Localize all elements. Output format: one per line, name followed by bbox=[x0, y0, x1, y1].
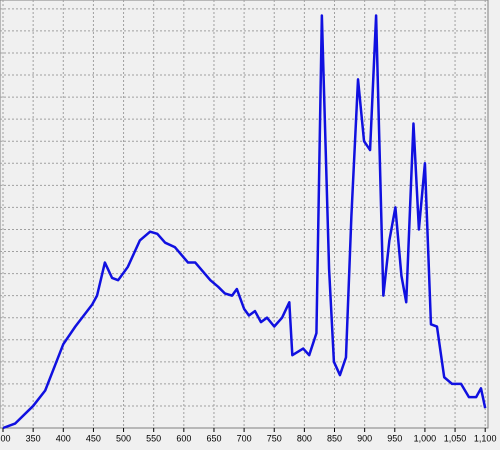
spectrum-line bbox=[2, 14, 487, 430]
x-tick-label: 650 bbox=[206, 433, 221, 443]
x-tick-label: 1,050 bbox=[444, 433, 467, 443]
x-tick-label: 550 bbox=[146, 433, 161, 443]
x-tick-label: 400 bbox=[56, 433, 71, 443]
x-tick-label: 800 bbox=[297, 433, 312, 443]
x-tick-label: 850 bbox=[327, 433, 342, 443]
x-tick-label: 500 bbox=[116, 433, 131, 443]
x-tick-label: 1,100 bbox=[474, 433, 497, 443]
x-tick-label: 700 bbox=[237, 433, 252, 443]
x-tick-label: 450 bbox=[86, 433, 101, 443]
x-tick-label: 600 bbox=[176, 433, 191, 443]
x-tick-label: 750 bbox=[267, 433, 282, 443]
x-tick-label: 950 bbox=[387, 433, 402, 443]
x-tick-label: 900 bbox=[357, 433, 372, 443]
x-tick-label: 300 bbox=[0, 433, 11, 443]
x-tick-label: 350 bbox=[26, 433, 41, 443]
x-tick-label: 1,000 bbox=[414, 433, 437, 443]
